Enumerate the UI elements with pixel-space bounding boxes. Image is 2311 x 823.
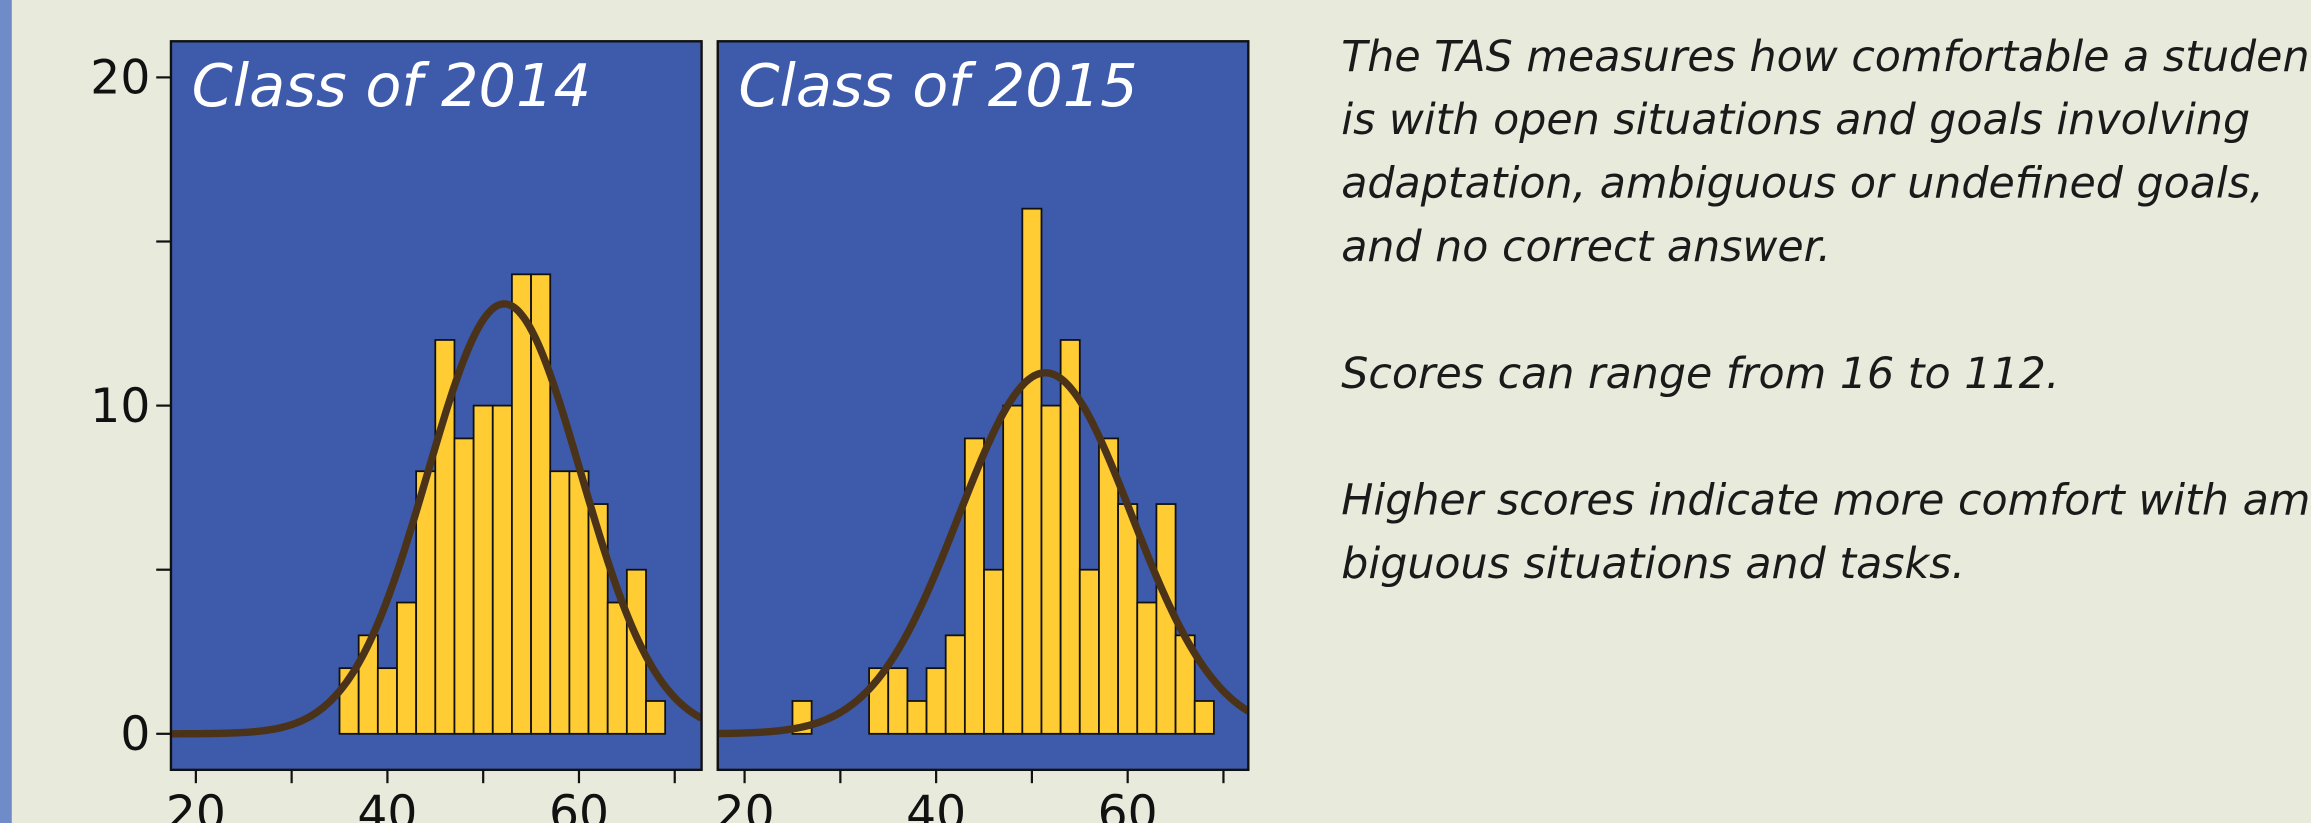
bar [887,667,909,735]
panel-border [716,40,1250,772]
note-line: biguous situations and tasks. [1341,539,1965,589]
x-tick-label: 60 [1098,786,1158,823]
side-stripe [0,0,12,823]
bar [376,667,398,735]
bar [1021,207,1043,735]
bar [396,601,418,735]
bar [549,470,571,735]
y-tick-label: 20 [90,51,150,106]
note-line: is with open situations and goals involv… [1341,95,2250,145]
x-tick-label: 40 [906,786,966,823]
y-tick-label: 0 [120,707,150,762]
bar [511,273,532,735]
bar [491,404,513,735]
note-line: Scores can range from 16 to 112. [1341,349,2059,399]
x-tick-label: 20 [166,786,226,823]
note-line: The TAS measures how comfortable a stude… [1341,32,2311,82]
bar [925,667,947,735]
bar [645,700,667,735]
x-tick-label: 40 [357,786,417,823]
bar [906,700,928,735]
panel-title: Class of 2015 [738,51,1137,120]
normal-curve [717,369,1249,738]
bar [944,634,966,735]
note-line: adaptation, ambiguous or undefined goals… [1341,159,2263,209]
bar [453,437,475,735]
x-tick-label: 20 [715,786,775,823]
note-line: Higher scores indicate more comfort with… [1341,476,2311,526]
normal-curve [170,300,702,738]
bar [1136,601,1158,735]
y-tick-label: 10 [90,379,150,434]
note-line: and no correct answer. [1341,222,1831,272]
bar [1117,503,1139,735]
bar [983,568,1005,735]
bar [1078,568,1100,735]
panel-title: Class of 2014 [192,51,591,120]
bar [1040,404,1062,735]
bar [1193,700,1215,735]
panel-border [169,40,703,772]
bar [1002,404,1024,735]
bar [606,601,628,735]
bar [568,470,590,735]
bar [472,404,494,735]
bar [1059,339,1081,735]
x-tick-label: 60 [549,786,609,823]
